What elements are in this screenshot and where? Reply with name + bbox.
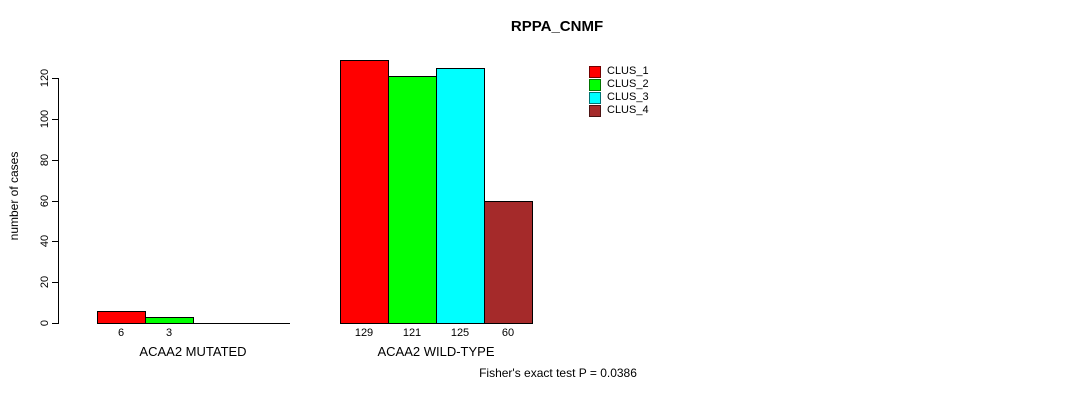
bar-clus_1-acaa2-wild-type xyxy=(340,60,389,324)
legend-swatch-icon xyxy=(589,78,601,91)
y-tick-label: 80 xyxy=(39,153,51,167)
legend-item-clus_3: CLUS_3 xyxy=(589,91,649,104)
y-tick xyxy=(52,241,58,242)
y-tick-label: 60 xyxy=(39,194,51,208)
legend-item-clus_2: CLUS_2 xyxy=(589,78,649,91)
bar-value-label: 121 xyxy=(402,327,422,339)
legend-label: CLUS_2 xyxy=(607,78,649,90)
x-group-label: ACAA2 WILD-TYPE xyxy=(377,344,495,359)
y-tick xyxy=(52,282,58,283)
y-tick-label: 120 xyxy=(39,68,51,88)
legend-swatch-icon xyxy=(589,91,601,104)
y-tick-label: 100 xyxy=(39,109,51,129)
bar-clus_3-acaa2-wild-type xyxy=(436,68,485,324)
x-group-label: ACAA2 MUTATED xyxy=(139,344,247,359)
y-tick-label: 20 xyxy=(39,275,51,289)
legend-label: CLUS_3 xyxy=(607,91,649,103)
legend: CLUS_1 CLUS_2 CLUS_3 CLUS_4 xyxy=(589,65,649,117)
y-tick-label: 0 xyxy=(39,319,51,327)
bar-clus_2-acaa2-wild-type xyxy=(388,76,437,324)
y-axis-label: number of cases xyxy=(7,151,21,241)
bar-clus_4-acaa2-wild-type xyxy=(484,201,533,324)
bar-value-label: 129 xyxy=(354,327,374,339)
y-tick-label: 40 xyxy=(39,234,51,248)
bar-value-label: 6 xyxy=(117,327,125,339)
fisher-test-annotation: Fisher's exact test P = 0.0386 xyxy=(479,366,637,380)
y-tick xyxy=(52,160,58,161)
legend-item-clus_1: CLUS_1 xyxy=(589,65,649,78)
chart-title: RPPA_CNMF xyxy=(510,18,604,35)
legend-swatch-icon xyxy=(589,104,601,117)
legend-label: CLUS_4 xyxy=(607,104,649,116)
y-tick xyxy=(52,78,58,79)
legend-label: CLUS_1 xyxy=(607,65,649,77)
y-tick xyxy=(52,201,58,202)
bar-value-label: 125 xyxy=(450,327,470,339)
legend-item-clus_4: CLUS_4 xyxy=(589,104,649,117)
legend-swatch-icon xyxy=(589,65,601,78)
bar-clus_2-acaa2-mutated xyxy=(145,317,194,324)
y-axis-line xyxy=(58,78,59,324)
y-tick xyxy=(52,323,58,324)
bar-value-label: 60 xyxy=(501,327,515,339)
y-tick xyxy=(52,119,58,120)
bar-clus_1-acaa2-mutated xyxy=(97,311,146,324)
bar-value-label: 3 xyxy=(165,327,173,339)
